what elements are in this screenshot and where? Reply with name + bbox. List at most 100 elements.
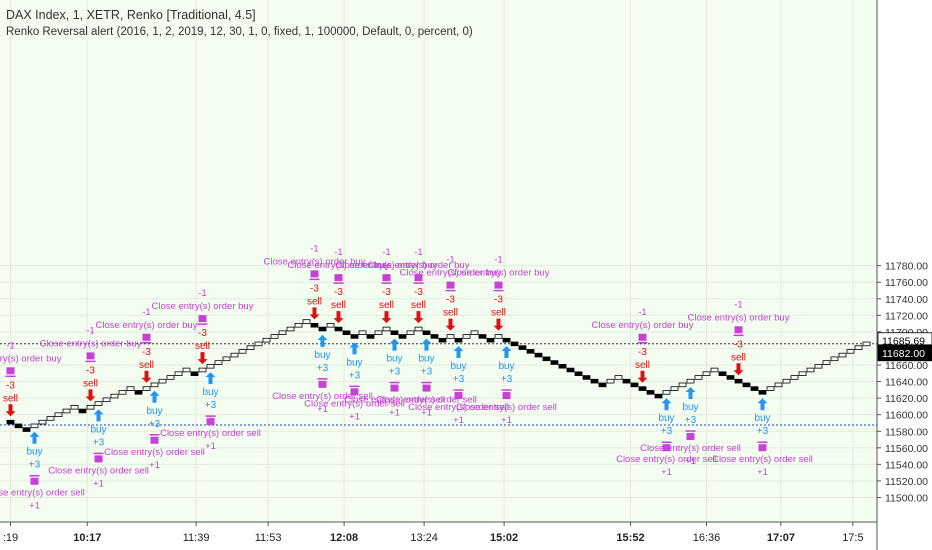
time-tick-label: 13:24 — [410, 532, 438, 544]
buy-label: buy — [346, 357, 362, 368]
time-tick-label: 17:07 — [767, 532, 795, 544]
close-label: Close entry(s) order sell — [408, 402, 509, 413]
close-qty: +1 — [421, 408, 432, 419]
price-tick-label: 11540.00 — [885, 459, 928, 471]
down-brick — [734, 378, 743, 384]
close-marker — [334, 274, 343, 282]
signal-sell: sell -3 Close entry(s) order buy -1 — [592, 307, 694, 383]
close-qty: +1 — [205, 441, 216, 452]
plot-background — [0, 0, 877, 522]
up-brick — [86, 404, 95, 410]
buy-arrow-icon — [501, 346, 512, 359]
down-brick — [718, 371, 727, 376]
down-brick — [742, 382, 751, 388]
sell-qty: -3 — [638, 347, 647, 358]
close-qty: +1 — [149, 460, 160, 471]
price-tick-label: 11660.00 — [885, 360, 928, 372]
up-brick — [302, 319, 311, 324]
close-marker — [734, 326, 743, 334]
buy-label: buy — [498, 361, 514, 372]
signal-buy: buy +3 Close entry(s) order sell +1 — [0, 431, 85, 512]
buy-qty: +3 — [685, 415, 697, 426]
close-label: Close entry(s) order sell — [160, 428, 261, 439]
down-brick — [590, 378, 599, 384]
signal-sell: sell -3 Close entry(s) order buy -1 — [152, 288, 254, 365]
down-brick — [518, 345, 527, 350]
down-brick — [78, 408, 87, 414]
signal-sell: sell -3 Close entry(s) order buy -1 — [0, 340, 62, 417]
up-brick — [806, 367, 815, 373]
buy-qty: +3 — [453, 374, 465, 385]
close-marker — [390, 384, 399, 392]
close-marker — [30, 477, 39, 485]
signal-sell: sell -3 Close entry(s) order buy -1 — [400, 255, 502, 331]
up-brick — [230, 352, 239, 358]
signal-sell: sell -3 Close entry(s) order buy -1 — [40, 325, 142, 402]
close-marker — [454, 392, 463, 400]
buy-label: buy — [26, 447, 42, 458]
up-brick — [54, 412, 63, 417]
time-tick-label: 11:39 — [183, 532, 210, 544]
buy-arrow-icon — [349, 342, 360, 355]
close-marker — [758, 444, 767, 452]
sell-label: sell — [307, 296, 322, 307]
close-label: Close entry(s) order sell — [456, 402, 557, 413]
buy-qty: +3 — [93, 437, 105, 448]
close-label: Close entry(s) order sell — [48, 465, 149, 476]
up-brick — [462, 334, 471, 339]
sell-label: sell — [195, 341, 210, 352]
close-marker — [638, 333, 647, 341]
down-brick — [502, 337, 511, 343]
buy-arrow-icon — [389, 338, 400, 351]
close-label: Close entry(s) order sell — [616, 454, 717, 465]
up-brick — [838, 352, 847, 358]
up-brick — [150, 382, 159, 388]
close-qty: -1 — [86, 325, 94, 336]
up-brick — [710, 367, 719, 373]
close-qty: +1 — [685, 456, 696, 467]
sell-arrow-icon — [733, 363, 744, 376]
close-marker — [310, 270, 319, 278]
sell-label: sell — [411, 300, 426, 311]
close-label: Close entry(s) order buy — [288, 260, 390, 271]
buy-qty: +3 — [421, 367, 433, 378]
signal-buy: buy +3 Close entry(s) order sell +1 — [344, 338, 445, 419]
down-brick — [6, 419, 15, 425]
up-brick — [158, 378, 167, 384]
sell-qty: -3 — [86, 365, 95, 376]
buy-arrow-icon — [317, 334, 328, 347]
up-brick — [494, 334, 503, 339]
sell-qty: -3 — [334, 287, 343, 298]
sell-arrow-icon — [197, 352, 208, 365]
close-marker — [6, 367, 15, 375]
up-brick — [326, 323, 335, 328]
close-marker — [422, 384, 431, 392]
close-label: Close entry(s) order sell — [344, 395, 445, 406]
close-marker — [494, 281, 503, 289]
down-brick — [550, 360, 559, 365]
sell-label: sell — [83, 378, 98, 389]
down-brick — [574, 371, 583, 376]
signal-sell: sell -3 Close entry(s) order buy -1 — [688, 299, 790, 376]
up-brick — [814, 363, 823, 369]
down-brick — [566, 367, 575, 373]
price-tick-label: 11760.00 — [885, 277, 928, 289]
up-brick — [606, 378, 615, 384]
sell-arrow-icon — [141, 370, 152, 383]
up-brick — [822, 360, 831, 365]
signal-buy: buy +3 Close entry(s) order sell +1 — [48, 409, 149, 489]
up-brick — [142, 386, 151, 391]
up-brick — [118, 390, 127, 395]
up-brick — [686, 378, 695, 384]
down-brick — [582, 375, 591, 380]
close-qty: +1 — [349, 411, 360, 422]
price-label-current: 11682.00 — [877, 344, 932, 362]
buy-qty: +3 — [501, 374, 513, 385]
sell-qty: -3 — [142, 347, 151, 358]
time-tick-label: 16:36 — [693, 532, 721, 544]
close-qty: +1 — [757, 467, 768, 478]
time-tick-label: 15:02 — [490, 532, 518, 544]
price-label-box — [877, 344, 932, 362]
